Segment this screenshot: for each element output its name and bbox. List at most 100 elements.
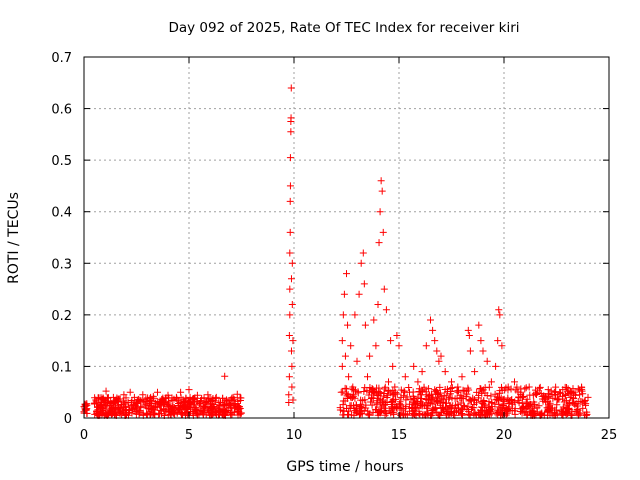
roti-point	[288, 301, 296, 309]
roti-point	[102, 387, 110, 395]
roti-point	[137, 404, 145, 412]
roti-point	[499, 409, 507, 417]
roti-point	[410, 362, 418, 370]
roti-point	[524, 402, 532, 410]
roti-point	[519, 392, 527, 400]
roti-point	[573, 402, 581, 410]
roti-point	[465, 411, 473, 419]
roti-point	[177, 388, 185, 396]
roti-point	[513, 383, 521, 391]
roti-point	[567, 388, 575, 396]
roti-point	[187, 401, 195, 409]
roti-point	[288, 259, 296, 267]
roti-point	[478, 404, 486, 412]
roti-point	[186, 400, 194, 408]
roti-point	[364, 411, 372, 419]
roti-point	[424, 399, 432, 407]
roti-point	[343, 270, 350, 278]
roti-point	[511, 378, 518, 386]
roti-point	[367, 398, 375, 406]
roti-point	[453, 394, 461, 402]
roti-point	[93, 403, 101, 411]
roti-point	[225, 396, 233, 404]
roti-point	[389, 362, 397, 370]
roti-point	[525, 383, 533, 391]
roti-point	[99, 405, 107, 413]
roti-point	[535, 384, 543, 392]
roti-point	[551, 406, 559, 414]
roti-point	[374, 301, 382, 309]
x-tick-label: 0	[80, 428, 88, 443]
roti-point	[164, 391, 172, 399]
roti-point	[286, 311, 294, 319]
roti-point	[576, 398, 584, 406]
roti-point	[544, 386, 552, 394]
roti-point	[116, 407, 124, 415]
roti-point	[149, 392, 157, 400]
roti-point	[179, 403, 187, 411]
roti-point	[235, 403, 243, 411]
roti-point	[338, 362, 346, 370]
roti-point	[542, 393, 550, 401]
roti-point	[287, 84, 295, 92]
y-tick-label: 0.6	[51, 103, 72, 118]
roti-point	[336, 404, 344, 412]
roti-point	[228, 410, 236, 418]
roti-point	[465, 331, 473, 339]
roti-point	[339, 311, 347, 319]
roti-point	[401, 373, 409, 381]
roti-point	[160, 405, 168, 413]
roti-point	[344, 321, 352, 329]
roti-point	[202, 399, 210, 407]
roti-point	[466, 347, 474, 355]
roti-point	[345, 373, 353, 381]
roti-point	[347, 342, 355, 350]
roti-point	[576, 409, 584, 417]
roti-point	[458, 373, 466, 381]
roti-point	[536, 383, 544, 391]
y-tick-label: 0.4	[51, 206, 72, 221]
roti-point	[356, 402, 364, 410]
roti-point	[422, 391, 430, 399]
roti-point	[557, 389, 565, 397]
roti-point	[364, 373, 371, 381]
roti-point	[485, 404, 493, 412]
roti-point	[136, 407, 144, 415]
roti-point	[435, 357, 443, 365]
roti-point	[504, 394, 512, 402]
roti-point	[376, 208, 384, 216]
roti-point	[193, 391, 201, 399]
roti-point	[395, 342, 403, 350]
roti-point	[236, 396, 244, 404]
roti-point	[553, 396, 561, 404]
roti-point	[479, 347, 487, 355]
roti-point	[432, 404, 440, 412]
roti-point	[101, 396, 109, 404]
roti-point	[441, 385, 449, 393]
roti-point	[357, 259, 365, 267]
roti-point	[584, 393, 592, 401]
roti-point	[454, 383, 462, 391]
roti-point	[578, 385, 586, 393]
roti-point	[379, 228, 387, 236]
y-tick-label: 0.7	[51, 51, 72, 66]
roti-point	[128, 405, 136, 413]
roti-point	[579, 390, 587, 398]
roti-point	[443, 405, 451, 413]
roti-point	[197, 407, 205, 415]
roti-point	[120, 391, 128, 399]
roti-point	[526, 391, 534, 399]
roti-point	[436, 389, 444, 397]
roti-point	[154, 388, 161, 396]
roti-point	[219, 394, 227, 402]
roti-point	[418, 387, 426, 395]
roti-point	[372, 342, 380, 350]
roti-point	[448, 404, 456, 412]
roti-point	[343, 392, 351, 400]
roti-point	[151, 403, 159, 411]
roti-point	[126, 388, 134, 396]
roti-point	[109, 393, 117, 401]
roti-point	[370, 316, 378, 324]
roti-point	[353, 357, 361, 365]
